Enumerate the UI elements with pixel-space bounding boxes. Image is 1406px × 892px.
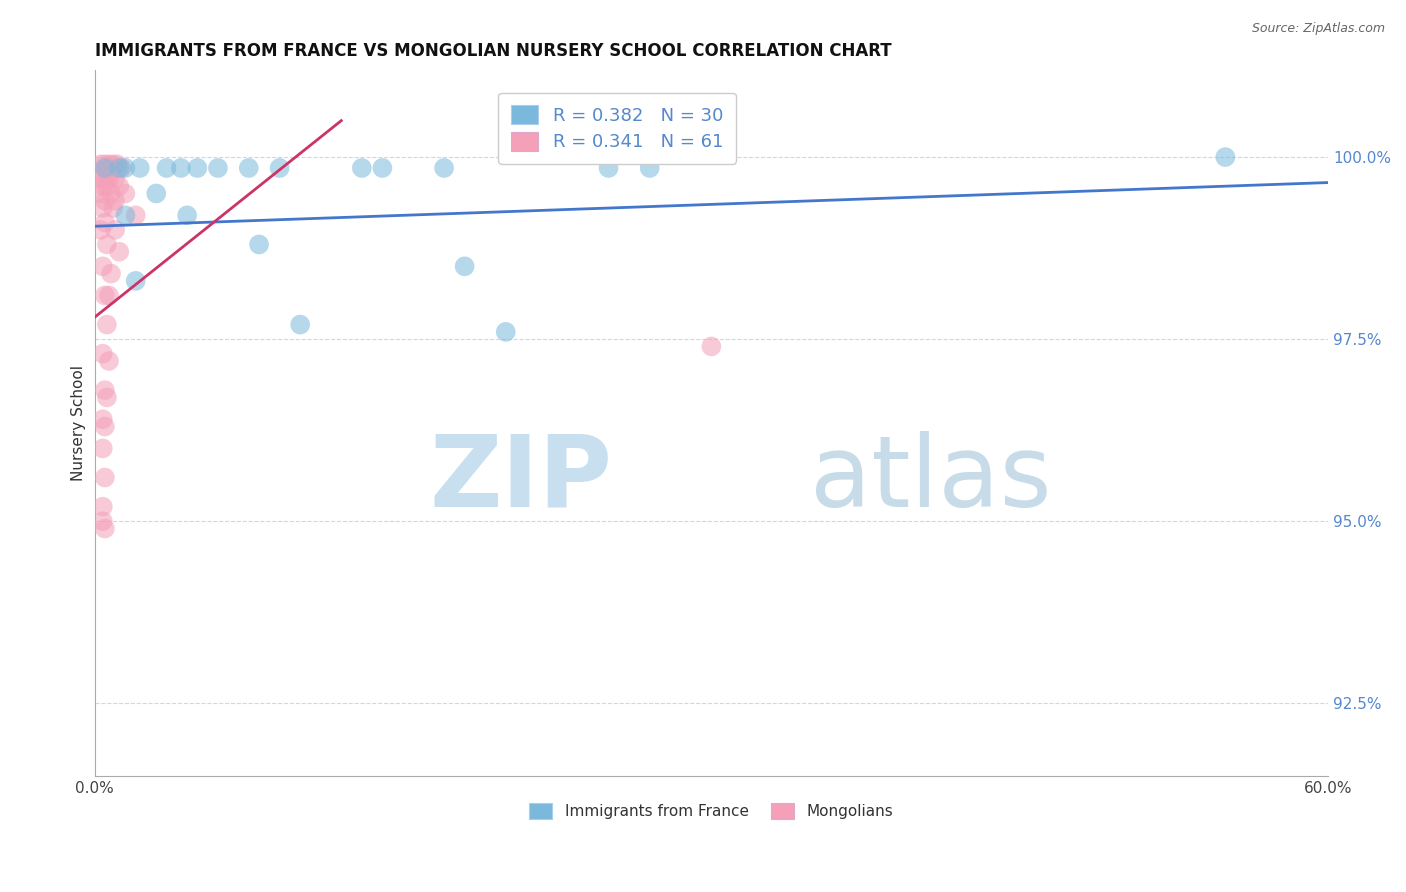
Point xyxy=(104,223,127,237)
Point xyxy=(247,237,270,252)
Point xyxy=(350,161,373,175)
Point xyxy=(125,274,148,288)
Point xyxy=(94,522,117,536)
Point xyxy=(94,172,117,186)
Point xyxy=(207,161,229,175)
Point xyxy=(91,260,114,274)
Point xyxy=(495,325,517,339)
Point xyxy=(97,157,120,171)
Point xyxy=(100,186,122,201)
Point xyxy=(90,172,112,186)
Y-axis label: Nursery School: Nursery School xyxy=(72,365,86,481)
Point xyxy=(108,161,131,175)
Point xyxy=(94,288,117,302)
Point xyxy=(371,161,394,175)
Point xyxy=(238,161,260,175)
Point xyxy=(90,157,112,171)
Point xyxy=(155,161,177,175)
Text: ZIP: ZIP xyxy=(430,431,613,528)
Point xyxy=(1215,150,1237,164)
Point xyxy=(91,412,114,426)
Point xyxy=(108,244,131,259)
Point xyxy=(96,164,118,178)
Point xyxy=(101,201,124,215)
Point xyxy=(638,161,661,175)
Point xyxy=(96,318,118,332)
Point xyxy=(101,157,124,171)
Point xyxy=(125,208,148,222)
Point xyxy=(114,208,136,222)
Point xyxy=(97,288,120,302)
Text: atlas: atlas xyxy=(810,431,1052,528)
Point xyxy=(105,157,128,171)
Legend: Immigrants from France, Mongolians: Immigrants from France, Mongolians xyxy=(523,797,900,825)
Point xyxy=(91,347,114,361)
Point xyxy=(114,186,136,201)
Point xyxy=(91,164,114,178)
Point xyxy=(91,201,114,215)
Point xyxy=(94,194,117,208)
Point xyxy=(91,500,114,514)
Point xyxy=(97,354,120,368)
Point xyxy=(94,383,117,397)
Point xyxy=(700,339,723,353)
Point xyxy=(91,179,114,194)
Point xyxy=(114,161,136,175)
Point xyxy=(104,172,127,186)
Point xyxy=(94,470,117,484)
Point xyxy=(94,157,117,171)
Point xyxy=(598,161,620,175)
Point xyxy=(433,161,456,175)
Point xyxy=(186,161,208,175)
Point xyxy=(91,442,114,456)
Text: Source: ZipAtlas.com: Source: ZipAtlas.com xyxy=(1251,22,1385,36)
Point xyxy=(108,179,131,194)
Point xyxy=(145,186,167,201)
Point xyxy=(97,172,120,186)
Point xyxy=(128,161,150,175)
Point xyxy=(100,164,122,178)
Point xyxy=(176,208,198,222)
Point xyxy=(90,186,112,201)
Text: IMMIGRANTS FROM FRANCE VS MONGOLIAN NURSERY SCHOOL CORRELATION CHART: IMMIGRANTS FROM FRANCE VS MONGOLIAN NURS… xyxy=(94,42,891,60)
Point xyxy=(104,194,127,208)
Point xyxy=(90,223,112,237)
Point xyxy=(91,514,114,528)
Point xyxy=(94,216,117,230)
Point xyxy=(96,391,118,405)
Point xyxy=(96,237,118,252)
Point xyxy=(269,161,291,175)
Point xyxy=(110,161,132,175)
Point xyxy=(170,161,193,175)
Point xyxy=(94,419,117,434)
Point xyxy=(94,161,117,175)
Point xyxy=(100,267,122,281)
Point xyxy=(453,260,475,274)
Point xyxy=(96,179,118,194)
Point xyxy=(288,318,311,332)
